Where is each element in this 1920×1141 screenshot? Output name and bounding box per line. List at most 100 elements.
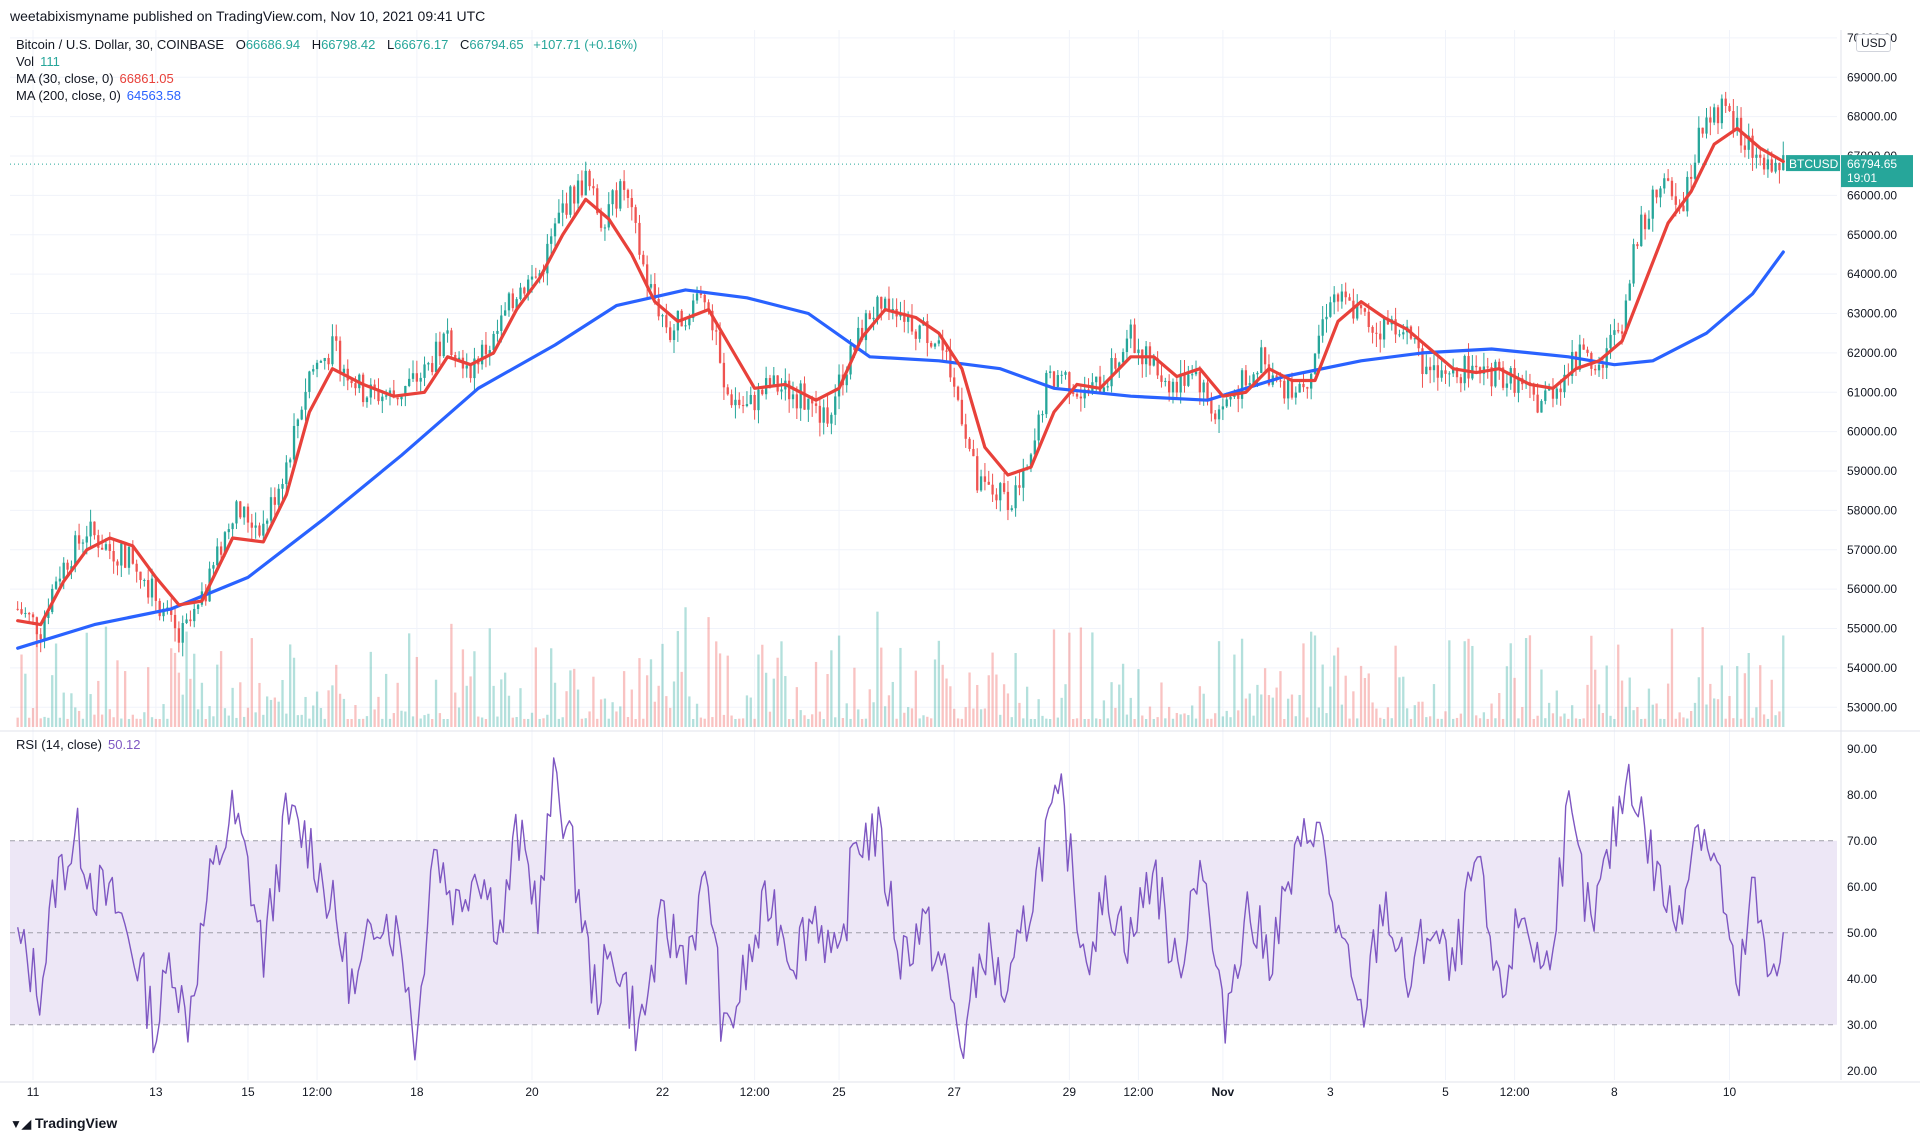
candle-body — [933, 343, 937, 347]
volume-bar — [469, 676, 472, 727]
time-tick-label: 8 — [1611, 1085, 1618, 1099]
candle-body — [949, 351, 952, 378]
volume-bar — [991, 652, 994, 727]
candle-body — [596, 188, 599, 214]
volume-bar — [1133, 718, 1136, 727]
candle-body — [100, 547, 104, 550]
volume-bar — [1597, 704, 1601, 727]
volume-bar — [599, 699, 603, 727]
candle-body — [561, 203, 564, 213]
candle-body — [415, 373, 419, 382]
candle-body — [722, 362, 726, 388]
time-tick-label: 13 — [149, 1085, 163, 1099]
volume-bar — [1271, 697, 1274, 727]
candle-body — [588, 170, 591, 187]
volume-bar — [1432, 684, 1436, 727]
legend-ma30-row: MA (30, close, 0) 66861.05 — [16, 70, 174, 87]
volume-bar — [1018, 702, 1021, 727]
countdown-label: 19:01 — [1847, 171, 1877, 185]
candle-body — [964, 424, 967, 439]
candle-body — [419, 377, 422, 382]
candle-body — [910, 316, 914, 332]
volume-bar — [853, 667, 856, 727]
volume-bar — [891, 681, 894, 727]
volume-bar — [1682, 717, 1685, 727]
candle-body — [1356, 304, 1359, 319]
candle-body — [1156, 358, 1159, 376]
candle-body — [181, 623, 184, 643]
candle-body — [1582, 344, 1585, 350]
volume-bar — [1448, 640, 1451, 727]
volume-bar — [546, 714, 549, 727]
volume-bar — [81, 718, 85, 727]
volume-bar — [97, 680, 100, 727]
candle-body — [74, 535, 77, 567]
volume-bar — [1002, 684, 1006, 727]
volume-bar — [354, 705, 357, 727]
volume-bar — [231, 687, 234, 727]
volume-bar — [258, 682, 261, 727]
candle-body — [968, 438, 971, 449]
volume-bar — [607, 718, 610, 727]
volume-bar — [1006, 693, 1010, 727]
volume-bar — [676, 631, 680, 727]
volume-bar — [738, 718, 741, 727]
volume-bar — [588, 711, 591, 727]
volume-bar — [1636, 707, 1639, 727]
volume-bar — [1713, 698, 1716, 727]
volume-bar — [1225, 710, 1228, 727]
volume-bar — [1640, 719, 1643, 727]
candle-body — [584, 170, 587, 196]
candle-body — [1751, 135, 1754, 158]
volume-bar — [162, 704, 165, 727]
volume-bar — [1221, 716, 1225, 727]
volume-bar — [918, 718, 921, 727]
candle-body — [388, 390, 392, 396]
candle-body — [822, 407, 825, 423]
candle-body — [1674, 196, 1677, 205]
candle-body — [557, 212, 561, 224]
candle-body — [189, 619, 192, 622]
volume-bar — [1659, 718, 1662, 727]
volume-bar — [837, 635, 841, 727]
candle-body — [127, 546, 131, 568]
candle-body — [1517, 378, 1520, 393]
volume-bar — [1022, 718, 1025, 727]
candle-body — [473, 358, 476, 379]
volume-bar — [1386, 707, 1390, 727]
currency-button[interactable]: USD — [1856, 34, 1892, 52]
candle-body — [346, 368, 349, 381]
volume-bar — [972, 708, 975, 727]
volume-bar — [983, 708, 987, 727]
price-tick-label: 62000.00 — [1847, 346, 1897, 360]
volume-bar — [1098, 718, 1102, 727]
volume-bar — [1486, 718, 1489, 727]
volume-bar — [1079, 627, 1083, 727]
candle-body — [1194, 371, 1198, 375]
low-label: L — [386, 37, 395, 52]
volume-bar — [1164, 718, 1167, 727]
candle-body — [619, 181, 622, 209]
candle-body — [484, 344, 488, 355]
candle-body — [1459, 377, 1463, 384]
ma30-line — [16, 126, 1785, 627]
volume-bar — [1110, 682, 1113, 727]
candle-body — [1532, 385, 1535, 395]
volume-label: Vol — [16, 54, 35, 69]
volume-bar — [903, 712, 906, 727]
candle-body — [1037, 414, 1040, 441]
volume-bar — [450, 623, 453, 727]
candle-body — [177, 628, 181, 643]
rsi-tick-label: 60.00 — [1847, 880, 1877, 894]
volume-bar — [1540, 669, 1543, 727]
volume-bar — [1743, 673, 1747, 727]
candle-body — [212, 565, 215, 569]
candle-body — [116, 561, 119, 566]
volume-bar — [860, 718, 864, 727]
candle-body — [803, 383, 806, 410]
candle-body — [1425, 366, 1428, 374]
candle-body — [361, 374, 365, 403]
candle-body — [1371, 326, 1374, 333]
volume-bar — [1160, 682, 1163, 727]
